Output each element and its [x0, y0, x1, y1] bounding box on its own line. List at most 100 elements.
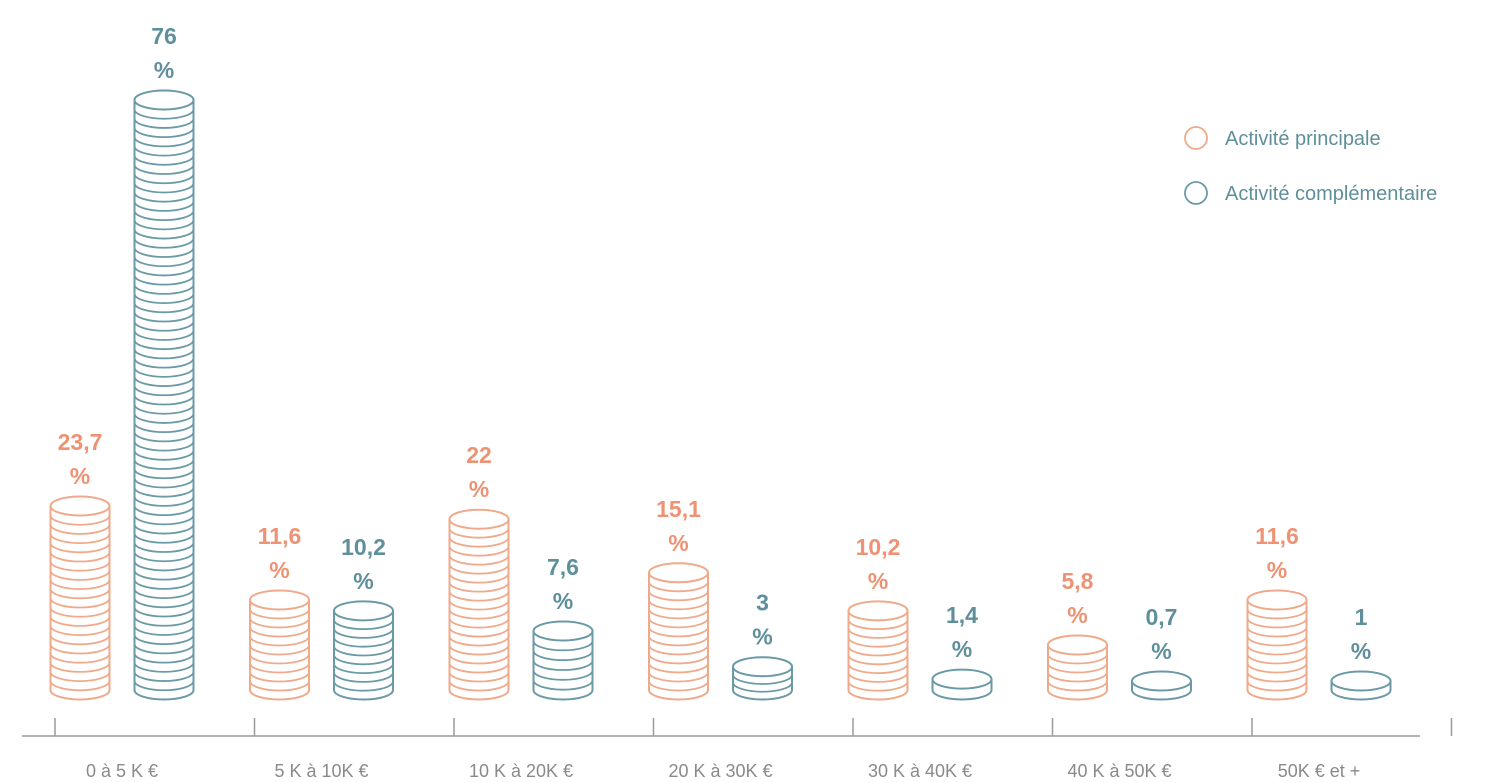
principale-coin-stack: [847, 600, 909, 701]
coin-rim: [133, 459, 195, 470]
coin-rim: [133, 533, 195, 544]
coin-rim: [448, 545, 510, 557]
coin-top: [1047, 634, 1108, 656]
coin-rim: [49, 625, 111, 636]
coin-rim: [448, 653, 510, 665]
coin-rim: [1246, 680, 1308, 692]
coin-rim: [133, 551, 195, 563]
coin-rim: [49, 561, 111, 572]
coin-rim: [49, 597, 111, 609]
coin-rim: [133, 192, 195, 203]
coin-rim: [49, 579, 111, 590]
coin-rim: [732, 674, 793, 685]
coin-rim: [448, 581, 510, 593]
coin-rim: [448, 599, 510, 611]
coin-rim: [133, 579, 195, 590]
coin-rim: [133, 136, 195, 148]
coin-rim: [49, 643, 111, 655]
coin-rim: [249, 680, 310, 692]
coin-rim: [133, 468, 195, 480]
coin-rim: [133, 671, 195, 682]
coin-rim: [133, 440, 195, 452]
coin-rim: [133, 109, 195, 120]
coin-rim: [49, 533, 111, 544]
x-tick-label: 10 K à 20K €: [469, 761, 573, 781]
data-label-unit: %: [1151, 638, 1171, 664]
coin-rim: [648, 635, 709, 647]
coin-rim: [847, 663, 909, 674]
coin-rim: [133, 182, 195, 194]
data-label-unit: %: [154, 57, 174, 83]
coin-rim: [1246, 644, 1308, 656]
coin-top: [49, 495, 111, 517]
coin-rim: [648, 662, 709, 674]
coin-rim: [847, 637, 909, 648]
coin-top: [532, 620, 594, 642]
coin-rim: [1246, 653, 1308, 665]
coin-rim: [532, 670, 594, 681]
coin-rim: [448, 608, 510, 620]
coin-rim: [448, 680, 510, 692]
coin-rim: [49, 524, 111, 535]
coin-rim: [1246, 635, 1308, 647]
coin-stack-body: [1246, 598, 1308, 701]
coin-rim: [49, 570, 111, 581]
coin-rim: [133, 376, 195, 387]
coin-rim: [847, 654, 909, 666]
coin-rim: [1246, 662, 1308, 674]
data-label-unit: %: [1067, 602, 1087, 628]
coin-rim: [333, 681, 394, 692]
legend-complementaire-circle-icon: [1184, 181, 1208, 205]
coin-rim: [133, 238, 195, 249]
coin-stack-body: [532, 630, 594, 701]
coin-rim: [532, 679, 594, 691]
coin-rim: [648, 608, 709, 620]
coin-rim: [448, 644, 510, 656]
coin-rim: [133, 127, 195, 139]
coin-rim: [133, 321, 195, 332]
coin-rim: [49, 607, 111, 618]
coin-rim: [333, 637, 394, 648]
coin-rim: [133, 450, 195, 461]
x-tick-label: 50K € et +: [1278, 761, 1361, 781]
coin-rim: [732, 682, 793, 693]
coin-rim: [133, 228, 195, 240]
coin-top: [133, 89, 195, 111]
coin-rim: [133, 662, 195, 673]
coin-rim: [1047, 662, 1108, 674]
coin-rim: [133, 145, 195, 157]
complementaire-coin-stack: [133, 89, 195, 701]
coin-rim: [133, 680, 195, 692]
coin-rim: [133, 265, 195, 277]
coin-rim: [49, 542, 111, 554]
coin-rim: [49, 680, 111, 692]
coin-rim: [133, 625, 195, 636]
coin-top: [249, 589, 310, 611]
data-label-value: 10,2: [341, 534, 386, 560]
principale-coin-stack: [1246, 589, 1308, 701]
coin-rim: [333, 645, 394, 657]
coin-rim: [133, 284, 195, 295]
coin-rim: [49, 671, 111, 682]
coin-rim: [133, 505, 195, 516]
legend-principale-circle-icon: [1184, 126, 1208, 150]
data-label-unit: %: [353, 568, 373, 594]
coin-rim: [49, 653, 111, 664]
coin-rim: [133, 155, 195, 166]
complementaire-coin-stack: [532, 620, 594, 701]
x-tick-label: 40 K à 50K €: [1067, 761, 1171, 781]
coin-rim: [648, 599, 709, 611]
coin-top: [648, 562, 709, 584]
coin-rim: [333, 672, 394, 683]
coin-rim: [1246, 671, 1308, 683]
coin-rim: [133, 219, 195, 231]
data-label-unit: %: [752, 624, 772, 650]
complementaire-coin-stack: [333, 600, 394, 701]
coin-rim: [333, 663, 394, 674]
coin-rim: [648, 590, 709, 602]
coin-top: [732, 656, 793, 678]
coin-rim: [133, 431, 195, 443]
coin-rim: [532, 660, 594, 671]
coin-rim: [1246, 626, 1308, 638]
x-tick-label: 20 K à 30K €: [668, 761, 772, 781]
